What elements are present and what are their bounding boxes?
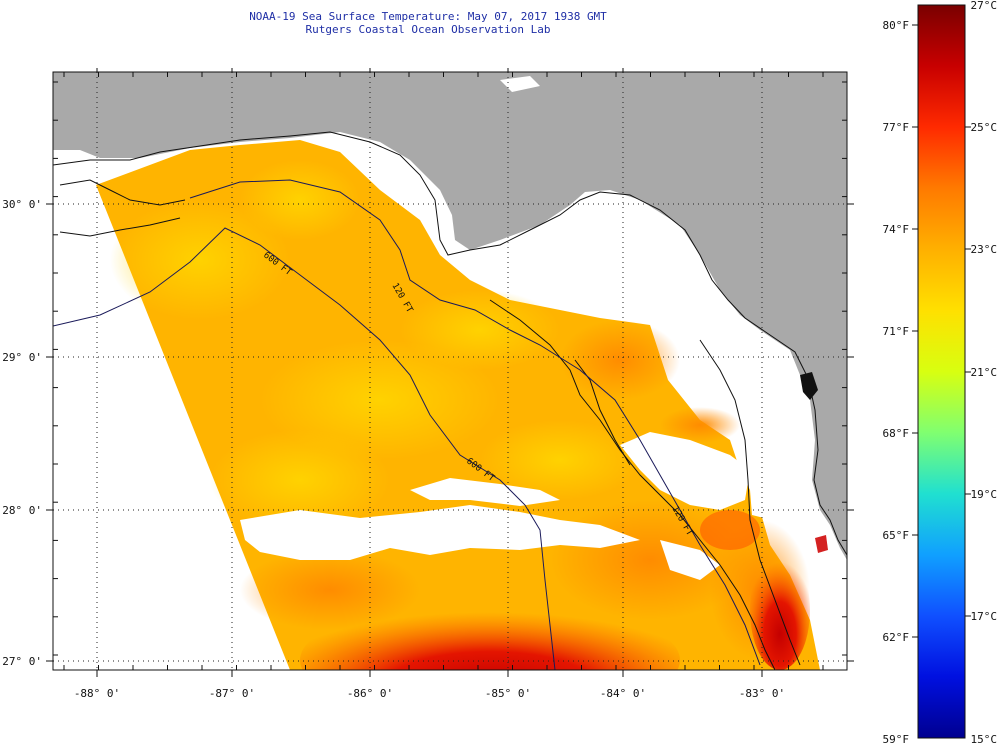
coastline bbox=[53, 131, 847, 556]
cb-f-62: 62°F bbox=[883, 631, 910, 644]
cb-f-71: 71°F bbox=[883, 325, 910, 338]
colorbar-fill bbox=[917, 4, 966, 739]
lat-label-30: 30° 0' bbox=[2, 198, 42, 211]
lon-label-84: -84° 0' bbox=[600, 687, 646, 700]
cb-f-59: 59°F bbox=[883, 733, 910, 746]
map-ticks bbox=[46, 68, 854, 677]
cb-c-27: 27°C bbox=[971, 0, 998, 12]
lon-label-83: -83° 0' bbox=[739, 687, 785, 700]
cb-c-19: 19°C bbox=[971, 488, 998, 501]
lat-label-28: 28° 0' bbox=[2, 504, 42, 517]
lon-label-85: -85° 0' bbox=[485, 687, 531, 700]
cb-c-21: 21°C bbox=[971, 366, 998, 379]
contour-120ft bbox=[189, 179, 761, 666]
lat-label-29: 29° 0' bbox=[2, 351, 42, 364]
title-line-1: NOAA-19 Sea Surface Temperature: May 07,… bbox=[249, 10, 607, 23]
cb-c-15: 15°C bbox=[971, 733, 998, 746]
map-frame bbox=[52, 71, 848, 671]
cb-f-68: 68°F bbox=[883, 427, 910, 440]
tampa-bay bbox=[815, 535, 828, 553]
cb-c-17: 17°C bbox=[971, 610, 998, 623]
cloud-cover bbox=[240, 76, 805, 580]
title-line-2: Rutgers Coastal Ocean Observation Lab bbox=[305, 23, 551, 36]
lon-label-86: -86° 0' bbox=[347, 687, 393, 700]
sst-texture bbox=[110, 160, 810, 670]
cb-f-65: 65°F bbox=[883, 529, 910, 542]
lon-label-87: -87° 0' bbox=[209, 687, 255, 700]
lat-label-27: 27° 0' bbox=[2, 655, 42, 668]
contour-600ft bbox=[53, 227, 556, 670]
cb-c-25: 25°C bbox=[971, 121, 998, 134]
coastline-west-bays bbox=[59, 179, 186, 237]
coastline-island-chain bbox=[574, 339, 801, 666]
lon-label-88: -88° 0' bbox=[74, 687, 120, 700]
cb-c-23: 23°C bbox=[971, 243, 998, 256]
map-title: NOAA-19 Sea Surface Temperature: May 07,… bbox=[0, 10, 856, 36]
colorbar-ticks bbox=[912, 24, 971, 638]
colorbar: 80°F 77°F 74°F 71°F 68°F 65°F 62°F 59°F … bbox=[883, 0, 998, 746]
estuary bbox=[800, 372, 818, 400]
cb-f-80: 80°F bbox=[883, 19, 910, 32]
cb-f-77: 77°F bbox=[883, 121, 910, 134]
cb-f-74: 74°F bbox=[883, 223, 910, 236]
map-area: 600 FT 120 FT 600 FT 120 FT bbox=[53, 72, 847, 670]
